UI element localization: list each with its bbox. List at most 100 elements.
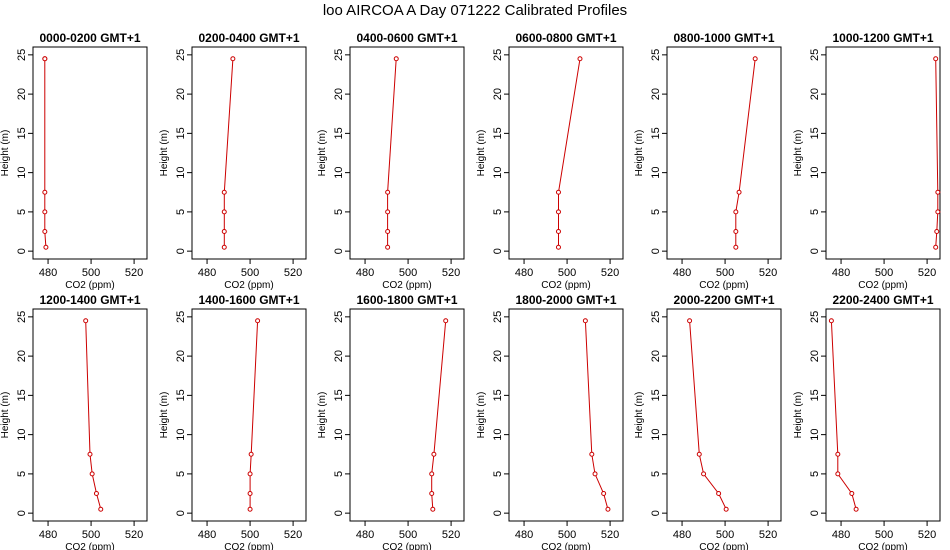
x-tick-label: 500 <box>558 267 576 279</box>
data-point <box>601 491 607 497</box>
data-point <box>42 229 48 235</box>
x-tick-label: 500 <box>399 267 417 279</box>
data-point <box>255 318 261 324</box>
data-point <box>87 451 93 457</box>
data-point <box>43 244 49 250</box>
x-tick-label: 520 <box>601 529 619 541</box>
panel-title: 0200-0400 GMT+1 <box>198 31 299 45</box>
y-tick-label: 25 <box>333 49 345 61</box>
x-axis-label: CO2 (ppm) <box>858 280 907 291</box>
plot-frame <box>666 46 782 260</box>
plot-frame <box>191 308 307 522</box>
x-axis-label: CO2 (ppm) <box>541 542 590 550</box>
y-axis-label: Height (m) <box>317 130 328 177</box>
y-tick-label: 15 <box>333 127 345 139</box>
y-tick-label: 5 <box>175 471 187 477</box>
profile-panel: 0000-0200 GMT+1 480 500 520 0 5 10 15 20 25 CO2 (p… <box>0 31 148 291</box>
x-tick-label: 500 <box>558 529 576 541</box>
co2-profile-line <box>584 320 609 510</box>
data-point <box>701 471 707 477</box>
data-point <box>98 506 104 512</box>
data-point <box>696 451 702 457</box>
y-tick-label: 20 <box>809 350 821 362</box>
y-tick-label: 0 <box>333 248 345 254</box>
y-tick-label: 10 <box>809 167 821 179</box>
y-tick-label: 20 <box>175 350 187 362</box>
data-point <box>733 209 739 215</box>
data-point <box>933 244 939 250</box>
y-tick-label: 25 <box>16 311 28 323</box>
data-point <box>835 471 841 477</box>
y-tick-label: 15 <box>650 389 662 401</box>
data-point <box>555 209 561 215</box>
x-tick-label: 500 <box>82 267 100 279</box>
y-tick-label: 0 <box>16 510 28 516</box>
panel-title: 0800-1000 GMT+1 <box>673 31 774 45</box>
data-point <box>592 471 598 477</box>
data-point <box>577 56 583 62</box>
data-point <box>247 471 253 477</box>
x-tick-label: 480 <box>832 267 850 279</box>
y-tick-label: 10 <box>650 167 662 179</box>
x-tick-label: 480 <box>198 267 216 279</box>
data-point <box>247 491 253 497</box>
panel-title: 2000-2200 GMT+1 <box>673 293 774 307</box>
data-point <box>934 229 940 235</box>
co2-profile-line <box>735 58 756 248</box>
data-point <box>385 189 391 195</box>
x-tick-label: 500 <box>82 529 100 541</box>
y-tick-label: 5 <box>650 209 662 215</box>
y-tick-label: 15 <box>650 127 662 139</box>
data-point <box>555 189 561 195</box>
data-point <box>853 506 859 512</box>
x-tick-label: 480 <box>356 267 374 279</box>
figure-title: loo AIRCOA A Day 071222 Calibrated Profi… <box>322 2 628 19</box>
data-point <box>430 506 436 512</box>
data-point <box>443 318 449 324</box>
data-point <box>716 491 722 497</box>
profile-panel: 1200-1400 GMT+1 480 500 520 0 5 10 15 20 25 CO2 (p… <box>0 293 148 550</box>
y-axis-label: Height (m) <box>159 392 170 439</box>
data-point <box>828 318 834 324</box>
profile-panel: 1000-1200 GMT+1 480 500 520 0 5 10 15 20 25 CO2 (p… <box>793 31 941 291</box>
data-point <box>42 209 48 215</box>
data-point <box>431 451 437 457</box>
data-point <box>42 189 48 195</box>
y-axis-label: Height (m) <box>476 130 487 177</box>
x-tick-label: 480 <box>673 267 691 279</box>
profile-panel: 1600-1800 GMT+1 480 500 520 0 5 10 15 20 25 CO2 (p… <box>317 293 465 550</box>
y-tick-label: 25 <box>175 311 187 323</box>
y-tick-label: 0 <box>650 510 662 516</box>
x-tick-label: 500 <box>241 267 259 279</box>
y-axis-label: Height (m) <box>793 130 804 177</box>
panel-title: 1800-2000 GMT+1 <box>515 293 616 307</box>
co2-profile-line <box>44 58 47 248</box>
profile-panel: 1800-2000 GMT+1 480 500 520 0 5 10 15 20 25 CO2 (p… <box>476 293 624 550</box>
y-tick-label: 10 <box>333 429 345 441</box>
data-point <box>736 189 742 195</box>
data-point <box>733 229 739 235</box>
y-axis-label: Height (m) <box>793 392 804 439</box>
data-point <box>723 506 729 512</box>
panel-title: 1400-1600 GMT+1 <box>198 293 299 307</box>
plot-frame <box>825 308 941 522</box>
y-tick-label: 5 <box>16 209 28 215</box>
data-point <box>385 244 391 250</box>
panel-title: 1000-1200 GMT+1 <box>832 31 933 45</box>
plot-frame <box>508 46 624 260</box>
y-tick-label: 5 <box>16 471 28 477</box>
x-axis-label: CO2 (ppm) <box>65 542 114 550</box>
x-tick-label: 520 <box>442 529 460 541</box>
y-tick-label: 10 <box>175 429 187 441</box>
y-tick-label: 15 <box>16 127 28 139</box>
y-tick-label: 5 <box>650 471 662 477</box>
x-axis-label: CO2 (ppm) <box>699 542 748 550</box>
y-axis-label: Height (m) <box>317 392 328 439</box>
x-tick-label: 520 <box>284 267 302 279</box>
x-tick-label: 500 <box>241 529 259 541</box>
y-tick-label: 20 <box>650 88 662 100</box>
data-point <box>385 209 391 215</box>
y-axis-label: Height (m) <box>634 392 645 439</box>
y-tick-label: 15 <box>809 127 821 139</box>
y-tick-label: 15 <box>333 389 345 401</box>
